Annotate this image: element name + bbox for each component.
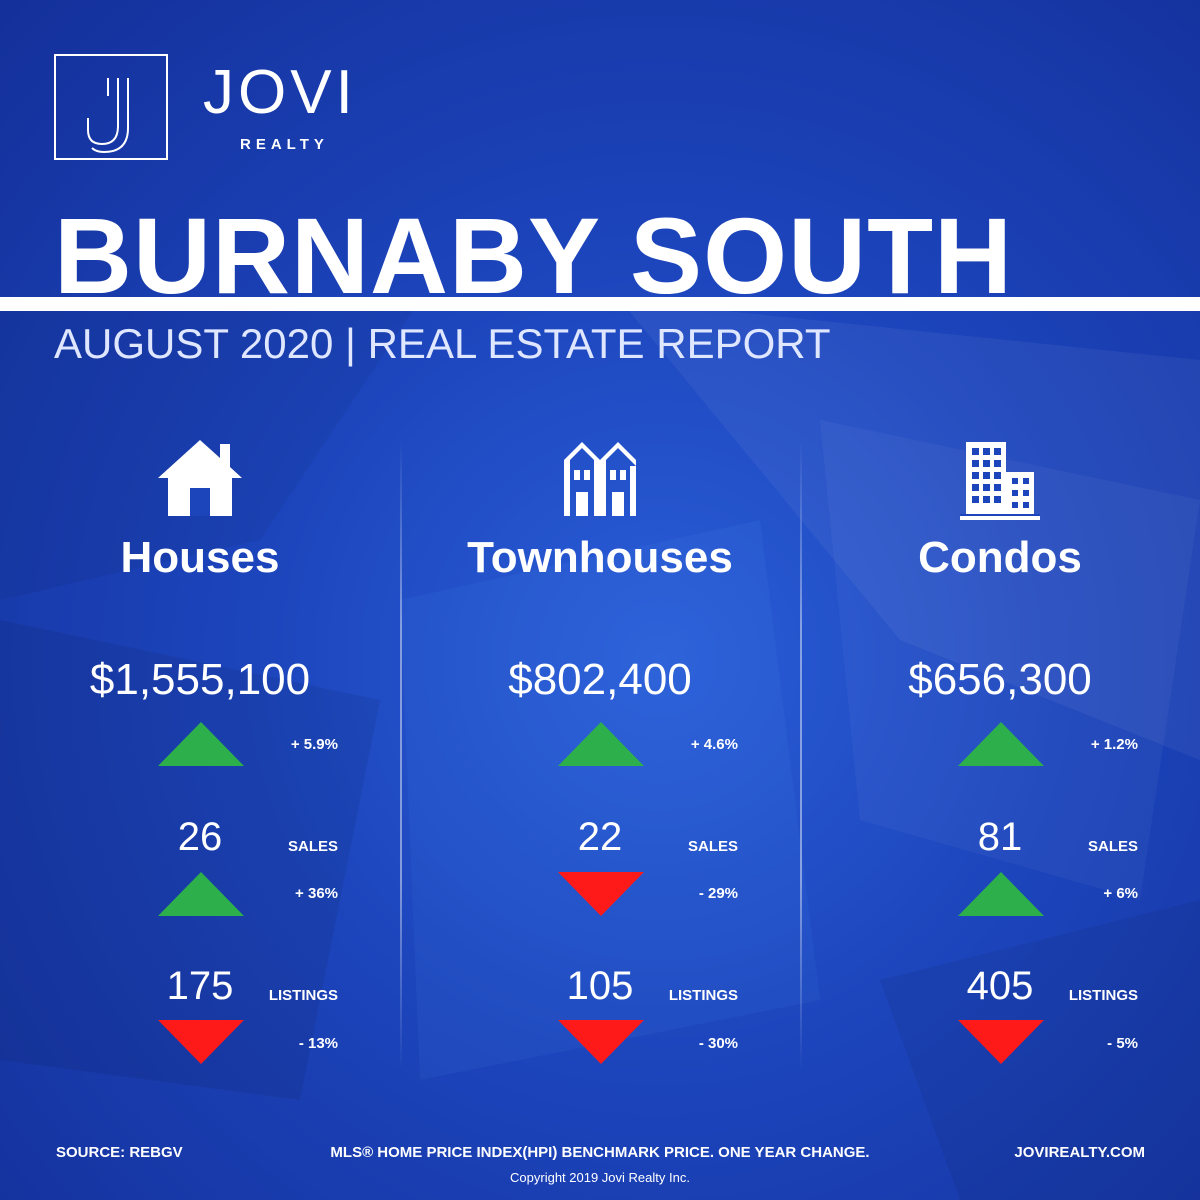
category-title: Townhouses (467, 533, 733, 582)
report-subtitle: AUGUST 2020 | REAL ESTATE REPORT (54, 320, 831, 367)
brand-subtitle: REALTY (240, 136, 329, 153)
condos-column: Condos $656,300 + 1.2% 81 SALES + 6% 405… (800, 420, 1200, 1100)
up-arrow-icon (958, 722, 1044, 766)
listings-count: 175 (166, 964, 234, 1008)
title-underline (0, 297, 1200, 311)
down-arrow-icon (158, 1020, 244, 1064)
benchmark-price: $802,400 (508, 655, 692, 704)
brand-name: JOVI (203, 58, 357, 127)
townhouses-column: Townhouses $802,400 + 4.6% 22 SALES - 29… (400, 420, 800, 1100)
benchmark-price: $1,555,100 (89, 655, 311, 704)
price-change: + 5.9% (290, 736, 338, 753)
up-arrow-icon (558, 722, 644, 766)
page-title: BURNABY SOUTH (54, 195, 1014, 316)
column-divider (400, 440, 402, 1070)
townhouse-icon (400, 430, 800, 530)
category-title: Houses (120, 533, 280, 582)
sales-label: SALES (1087, 838, 1138, 855)
house-icon (0, 430, 400, 530)
sales-count: 22 (577, 815, 623, 859)
listings-count: 405 (966, 964, 1034, 1008)
listings-label: LISTINGS (668, 987, 738, 1004)
listings-change: - 5% (1107, 1035, 1138, 1052)
sales-change: + 6% (1103, 885, 1138, 902)
sales-count: 26 (177, 815, 223, 859)
price-change: + 4.6% (690, 736, 738, 753)
sales-change: + 36% (295, 885, 338, 902)
up-arrow-icon (158, 722, 244, 766)
houses-column: Houses $1,555,100 + 5.9% 26 SALES + 36% … (0, 420, 400, 1100)
benchmark-price: $656,300 (908, 655, 1092, 704)
sales-label: SALES (287, 838, 338, 855)
down-arrow-icon (958, 1020, 1044, 1064)
sales-change: - 29% (698, 885, 738, 902)
column-divider (800, 440, 802, 1070)
listings-change: - 13% (298, 1035, 338, 1052)
up-arrow-icon (158, 872, 244, 916)
source-note: SOURCE: REBGV (56, 1144, 183, 1161)
listings-label: LISTINGS (268, 987, 338, 1004)
logo-j-icon (87, 78, 129, 154)
sales-label: SALES (687, 838, 738, 855)
methodology-note: MLS® HOME PRICE INDEX(HPI) BENCHMARK PRI… (330, 1144, 870, 1161)
listings-change: - 30% (698, 1035, 738, 1052)
price-change: + 1.2% (1090, 736, 1138, 753)
up-arrow-icon (958, 872, 1044, 916)
logo (54, 54, 168, 160)
condo-building-icon (800, 430, 1200, 530)
copyright: Copyright 2019 Jovi Realty Inc. (510, 1170, 690, 1185)
down-arrow-icon (558, 1020, 644, 1064)
website-link[interactable]: JOVIREALTY.COM (1014, 1144, 1145, 1161)
listings-label: LISTINGS (1068, 987, 1138, 1004)
category-title: Condos (918, 533, 1082, 582)
down-arrow-icon (558, 872, 644, 916)
sales-count: 81 (977, 815, 1023, 859)
listings-count: 105 (566, 964, 634, 1008)
